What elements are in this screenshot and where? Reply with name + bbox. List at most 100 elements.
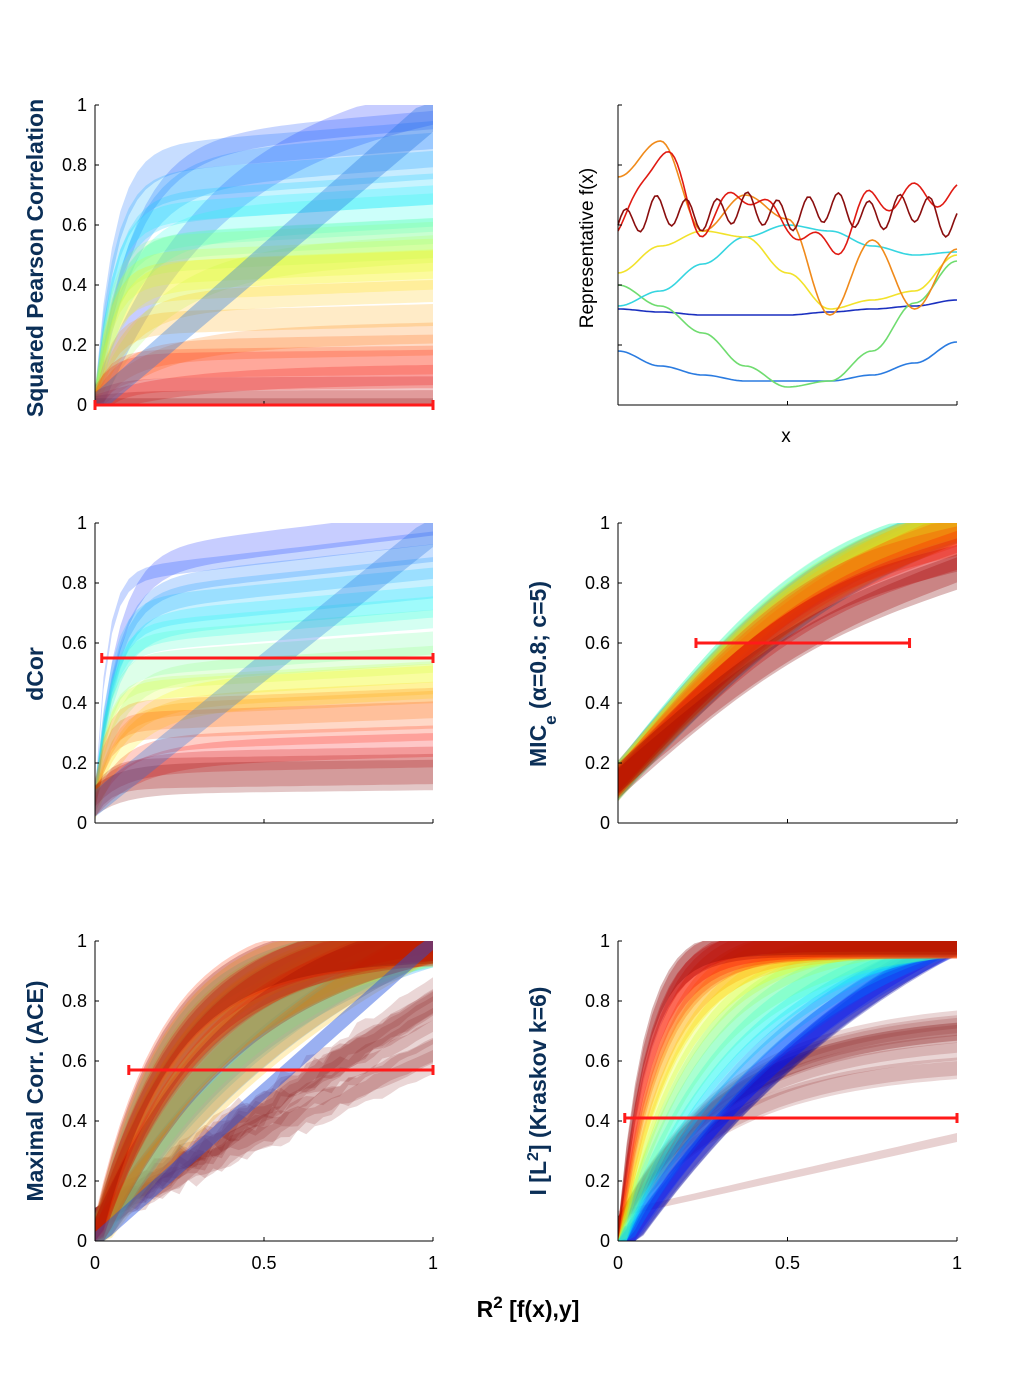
- pearson-linear-band: [95, 105, 433, 405]
- pearson-band: [95, 121, 433, 405]
- pearson-band: [95, 235, 433, 405]
- ace-lower-band: [95, 1020, 433, 1232]
- mic-band: [618, 523, 957, 799]
- ylabel-mi: I [L2] (Kraskov k=6): [525, 987, 552, 1196]
- y-tick-label: 0.4: [62, 275, 87, 295]
- dcor-band: [95, 609, 433, 803]
- ace-band: [95, 941, 433, 1241]
- ace-band: [95, 941, 433, 1241]
- mi-lower-band: [618, 1022, 957, 1235]
- ace-band: [95, 941, 433, 1241]
- ace-lower-band: [95, 990, 433, 1232]
- dcor-band: [95, 596, 433, 810]
- y-tick-label: 1: [77, 95, 87, 115]
- ace-band: [95, 941, 433, 1241]
- pearson-band: [95, 132, 433, 405]
- mic-band: [618, 523, 957, 799]
- series-parabolic-low: [617, 341, 958, 382]
- shared-xlabel-sup: 2: [493, 1293, 502, 1312]
- ace-band: [95, 941, 433, 1241]
- mi-lower-band: [618, 1057, 957, 1235]
- x-tick-label: 0: [90, 1253, 100, 1273]
- ace-band: [95, 941, 433, 1241]
- panel-representative-fx: [617, 104, 958, 406]
- ylabel-pearson: Squared Pearson Correlation: [22, 99, 48, 417]
- dcor-band: [95, 701, 433, 808]
- series-parabolic-green: [617, 260, 958, 388]
- y-tick-label: 0.8: [585, 573, 610, 593]
- mi-bottom-band: [618, 1133, 957, 1217]
- y-tick-label: 0.8: [585, 991, 610, 1011]
- y-tick-label: 0.2: [62, 1171, 87, 1191]
- x-tick-label: 0.5: [251, 1253, 276, 1273]
- mi-band: [618, 941, 957, 1241]
- ace-band: [95, 941, 433, 1241]
- shared-xlabel-main: R: [477, 1296, 494, 1322]
- y-tick-label: 1: [600, 931, 610, 951]
- dcor-linear-band: [95, 523, 433, 817]
- xlabel-representative: x: [781, 426, 791, 447]
- mic-band: [618, 557, 957, 794]
- panel-mic: 0 0.2 0.4 0.6 0.8 1: [585, 513, 958, 833]
- pearson-band: [95, 238, 433, 405]
- ace-lower-band: [95, 1007, 433, 1232]
- pearson-band: [95, 173, 433, 405]
- dcor-band: [95, 663, 433, 814]
- mi-lower-band: [618, 1042, 957, 1235]
- pearson-band: [95, 322, 433, 405]
- y-tick-label: 1: [600, 513, 610, 533]
- dcor-band: [95, 733, 433, 817]
- ace-band: [95, 941, 433, 1241]
- y-tick-label: 0: [600, 813, 610, 833]
- ace-band: [95, 941, 433, 1241]
- y-tick-label: 0.8: [62, 991, 87, 1011]
- ace-band: [95, 941, 433, 1241]
- ylabel-mic-main: MIC: [525, 725, 551, 767]
- dcor-band: [95, 665, 433, 821]
- pearson-band: [95, 304, 433, 405]
- panel-mutual-information: 0 0.2 0.4 0.6 0.8 1 0 0.5 1: [585, 931, 962, 1273]
- mi-band: [618, 941, 957, 1241]
- ace-lower-band: [95, 1039, 433, 1232]
- y-tick-label: 0.2: [585, 1171, 610, 1191]
- ace-band: [95, 941, 433, 1241]
- mi-band: [618, 941, 957, 1241]
- dcor-band: [95, 690, 433, 804]
- mi-band: [618, 941, 957, 1241]
- y-tick-label: 0.8: [62, 573, 87, 593]
- pearson-band: [95, 250, 433, 405]
- series-dark-red: [617, 191, 958, 238]
- mi-lower-band: [618, 1022, 957, 1235]
- ace-band: [95, 941, 433, 1241]
- mi-band: [618, 941, 957, 1241]
- dcor-band: [95, 645, 433, 811]
- series-yellow: [617, 230, 958, 310]
- pearson-band: [95, 280, 433, 405]
- y-tick-label: 0: [77, 1231, 87, 1251]
- mic-band: [618, 523, 957, 798]
- ace-band: [95, 941, 433, 1241]
- y-tick-label: 1: [77, 513, 87, 533]
- mi-lower-band: [618, 1010, 957, 1235]
- y-tick-label: 0.6: [62, 1051, 87, 1071]
- ace-lower-band: [95, 989, 433, 1232]
- y-tick-label: 0: [77, 395, 87, 415]
- ace-lower-band: [95, 977, 433, 1232]
- ace-band: [95, 941, 433, 1241]
- ylabel-ace: Maximal Corr. (ACE): [22, 980, 48, 1201]
- mi-band: [618, 941, 957, 1241]
- mi-band: [618, 941, 957, 1241]
- y-tick-label: 0.4: [62, 693, 87, 713]
- pearson-band: [95, 349, 433, 405]
- mi-band: [618, 941, 957, 1241]
- pearson-band: [95, 249, 433, 405]
- y-tick-label: 0: [600, 1231, 610, 1251]
- y-tick-label: 0.6: [585, 1051, 610, 1071]
- pearson-band: [95, 390, 433, 405]
- mi-lower-band: [618, 1017, 957, 1235]
- ace-band: [95, 941, 433, 1241]
- mic-band: [618, 523, 957, 800]
- ace-lower-band: [95, 996, 433, 1232]
- ace-band: [95, 941, 433, 1241]
- y-tick-label: 0.6: [62, 633, 87, 653]
